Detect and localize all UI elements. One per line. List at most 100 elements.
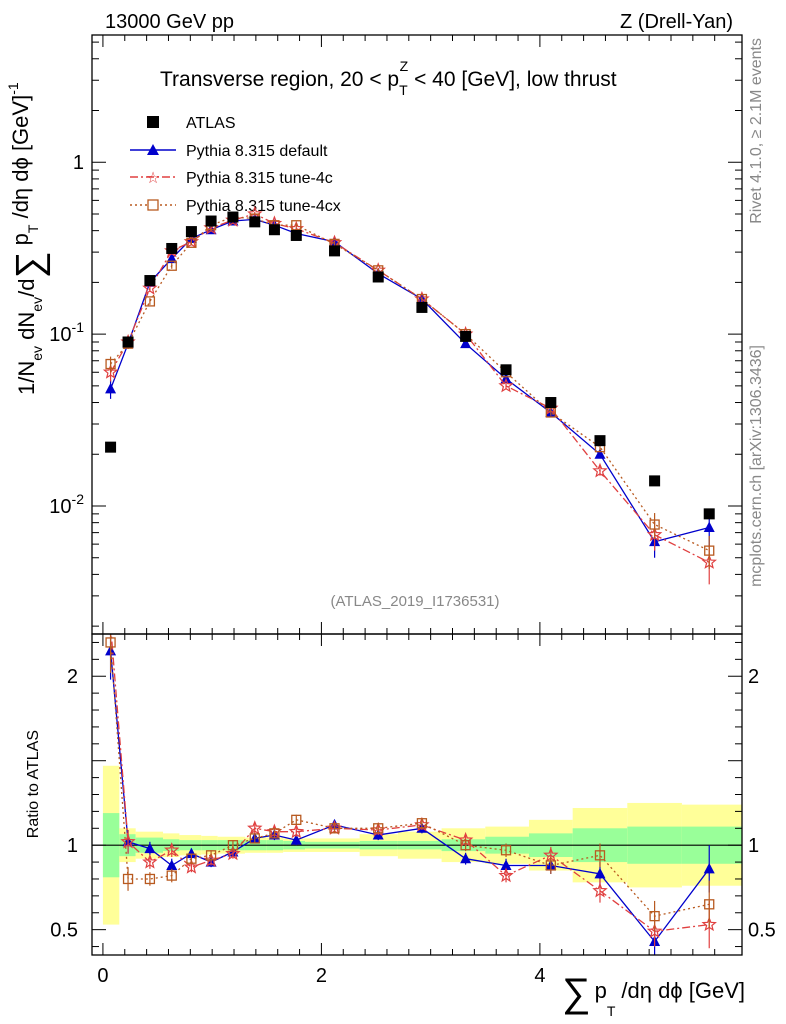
x-axis-label: ∑ pT/dη dϕ [GeV] [562,971,745,1019]
analysis-id: (ATLAS_2019_I1736531) [330,593,499,610]
ratio-tick-label-left: 2 [67,666,78,688]
ratio-point-pythia-8-315-tune-4c [225,845,241,861]
data-point-pythia-8-315-tune-4c [498,377,514,393]
data-point-atlas [166,242,178,254]
legend-marker-tune4cx [147,199,159,211]
ratio-point-pythia-8-315-tune-4cx [500,845,512,856]
ratio-tick-label-left: 0.5 [50,920,78,942]
ratio-point-pythia-8-315-tune-4cx [227,840,239,851]
data-point-atlas [594,435,606,447]
ratio-point-pythia-8-315-tune-4cx [291,814,302,825]
ratio-point-pythia-8-315-tune-4cx [329,823,340,834]
legend-marker-tune4c: ☆ [146,170,160,187]
ratio-point-pythia-8-315-tune-4cx [416,818,428,829]
data-point-pythia-8-315-tune-4c [102,364,119,379]
data-point-atlas [249,216,261,228]
ratio-point-pythia-8-315-tune-4cx [105,637,116,648]
ratio-point-pythia-8-315-tune-4cx [122,873,134,885]
ratio-tick-label-right: 2 [748,666,759,688]
data-point-pythia-8-315-tune-4cx [144,296,156,307]
x-tick-label: 2 [316,965,327,987]
y-tick-label: 10-2 [49,491,84,518]
ratio-point-pythia-8-315-tune-4cx [649,910,660,922]
data-point-pythia-8-315-tune-4cx [704,545,715,556]
ratio-point-pythia-8-315-tune-4cx [594,850,606,861]
mcplots-label: mcplots.cern.ch [arXiv:1306.3436] [748,345,765,587]
ratio-line-pythia-8-315-tune-4c [110,634,710,932]
ratio-point-pythia-8-315-tune-4cx [460,840,471,851]
ratio-point-pythia-8-315-tune-4c [247,820,263,835]
data-point-atlas [329,245,341,257]
ratio-frame [91,633,743,956]
data-point-atlas [105,441,117,453]
ratio-point-pythia-8-315-tune-4cx [249,833,260,844]
data-point-atlas [649,475,661,487]
x-tick-label: 4 [534,965,545,987]
data-point-pythia-8-315-tune-4cx [186,237,197,248]
ratio-point-pythia-8-315-tune-4c [104,619,116,631]
ratio-plot-content [92,619,742,955]
ratio-point-pythia-8-315-tune-4c [288,823,305,839]
data-point-atlas [545,397,557,409]
data-point-atlas [500,364,512,376]
legend-label-atlas: ATLAS [186,115,236,132]
legend-marker-atlas [147,116,159,128]
ratio-point-pythia-8-315-default [703,862,715,874]
ratio-point-pythia-8-315-default [460,852,472,864]
ratio-point-pythia-8-315-default [594,867,606,879]
rivet-label: Rivet 4.1.0, ≥ 2.1M events [748,38,765,224]
axes: 0 2 4 10-2 10-1 1 0.5 0.5 1 1 2 2 [49,34,776,987]
legend-marker-default [147,144,159,155]
ratio-point-pythia-8-315-tune-4c [120,833,136,849]
data-point-atlas [372,271,384,283]
ratio-point-pythia-8-315-default [290,834,302,845]
data-point-pythia-8-315-default [594,448,606,459]
data-point-pythia-8-315-tune-4cx [649,519,660,530]
ratio-point-pythia-8-315-tune-4cx [186,853,197,864]
ratio-tick-label-right: 1 [748,835,759,857]
ratio-point-pythia-8-315-tune-4c [498,867,514,883]
y-axis-label: 1/Nev dNev/d∑ pT /dη dϕ [GeV]-1 [5,82,51,395]
data-point-atlas [205,215,217,227]
main-plot-content [102,205,717,585]
ratio-tick-label-right: 0.5 [748,920,776,942]
ratio-point-pythia-8-315-default [185,847,197,859]
legend-label-tune4cx: Pythia 8.315 tune-4cx [186,198,341,215]
x-tick-label: 0 [97,965,108,987]
data-point-pythia-8-315-tune-4cx [166,260,177,271]
series-line-pythia-8-315-tune-4cx [110,216,710,552]
ratio-point-pythia-8-315-default [144,842,156,854]
data-point-atlas [122,336,134,348]
data-point-atlas [460,330,472,342]
data-point-atlas [144,275,156,287]
data-point-pythia-8-315-tune-4cx [105,358,116,370]
data-point-atlas [185,226,197,238]
y-tick-label: 1 [73,152,84,174]
ratio-point-pythia-8-315-default [166,859,178,870]
ratio-point-pythia-8-315-tune-4cx [373,823,384,834]
legend-label-default: Pythia 8.315 default [186,143,328,160]
legend: ATLAS Pythia 8.315 default ☆ Pythia 8.31… [130,115,341,215]
ratio-point-pythia-8-315-tune-4c [183,858,200,874]
data-point-pythia-8-315-tune-4c [142,280,158,295]
data-point-pythia-8-315-default [105,382,117,394]
series-line-pythia-8-315-tune-4c [110,213,710,563]
data-point-pythia-8-315-default [166,252,178,264]
ratio-point-pythia-8-315-tune-4cx [704,899,715,910]
ratio-point-pythia-8-315-tune-4cx [205,850,217,861]
data-point-pythia-8-315-default [460,337,472,349]
ratio-point-pythia-8-315-tune-4cx [269,828,280,839]
data-point-pythia-8-315-tune-4c [592,462,608,478]
legend-label-tune4c: Pythia 8.315 tune-4c [186,170,333,187]
header-right: Z (Drell-Yan) [620,11,733,33]
data-point-atlas [703,508,715,520]
ratio-point-pythia-8-315-tune-4c [164,842,180,857]
ratio-point-pythia-8-315-tune-4c [592,882,608,898]
data-point-atlas [416,301,428,313]
ratio-tick-label-left: 1 [67,835,78,857]
ratio-point-pythia-8-315-tune-4c [142,853,158,869]
ratio-point-pythia-8-315-tune-4cx [166,870,177,881]
ratio-y-axis-label: Ratio to ATLAS [25,730,42,838]
series-line-pythia-8-315-default [109,218,710,543]
